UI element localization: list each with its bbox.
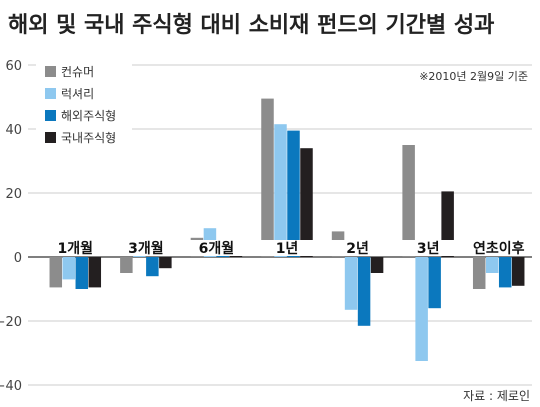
category-label-bg <box>45 240 106 256</box>
legend-swatch <box>45 88 56 99</box>
bar-컨슈머-1개월 <box>49 257 63 288</box>
category-label-bg <box>257 240 317 256</box>
legend-label: 해외주식형 <box>61 109 116 123</box>
chart-source: 자료 : 제로인 <box>463 389 530 403</box>
bar-국내주식형-연초이후 <box>511 257 525 286</box>
bar-국내주식형-1개월 <box>88 257 102 288</box>
category-label-bg <box>115 240 176 256</box>
bar-해외주식형-1년 <box>287 130 300 257</box>
bar-럭셔리-3년 <box>415 257 428 361</box>
category-labels: 1개월 3개월 6개월 1년 2년 3년 연초이후 <box>45 240 529 257</box>
legend-swatch <box>45 132 56 143</box>
y-tick-label: 0 <box>14 251 22 266</box>
legend-swatch <box>45 66 56 77</box>
category-label-bg <box>398 240 459 256</box>
bar-국내주식형-2년 <box>370 257 384 273</box>
y-tick-label: 60 <box>5 59 22 74</box>
category-label: 연초이후 <box>473 240 525 257</box>
category-label: 1년 <box>276 241 299 257</box>
legend-label: 국내주식형 <box>61 131 116 145</box>
category-label: 1개월 <box>58 240 94 257</box>
category-label: 3개월 <box>128 240 164 257</box>
bar-해외주식형-3개월 <box>146 257 159 277</box>
y-tick-label: −40 <box>0 379 22 394</box>
bar-럭셔리-1개월 <box>62 257 76 280</box>
chart-note: ※2010년 2월9일 기준 <box>419 69 528 83</box>
legend-label: 럭셔리 <box>61 87 94 101</box>
category-label: 3년 <box>417 241 440 257</box>
y-tick-label: 20 <box>5 187 22 202</box>
bar-해외주식형-2년 <box>357 257 371 326</box>
category-label-bg <box>327 240 388 256</box>
bar-컨슈머-1년 <box>261 98 274 257</box>
bar-국내주식형-1년 <box>300 148 313 257</box>
category-label: 6개월 <box>199 240 235 257</box>
legend-swatch <box>45 110 56 121</box>
bar-컨슈머-3년 <box>402 145 415 257</box>
y-tick-label: −20 <box>0 315 22 330</box>
bar-럭셔리-연초이후 <box>485 257 499 273</box>
chart-title: 해외 및 국내 주식형 대비 소비재 펀드의 기간별 성과 <box>8 13 494 38</box>
bar-럭셔리-1년 <box>274 124 287 257</box>
bar-해외주식형-연초이후 <box>498 257 512 288</box>
bar-컨슈머-3개월 <box>120 257 133 273</box>
bars <box>49 98 525 361</box>
bar-럭셔리-2년 <box>344 257 358 310</box>
category-label: 2년 <box>346 241 369 257</box>
legend-label: 컨슈머 <box>61 65 94 79</box>
category-label-bg <box>186 240 247 256</box>
category-label-bg <box>468 240 529 256</box>
y-axis: 60 40 20 0 −20 −40 <box>0 59 22 394</box>
y-tick-label: 40 <box>5 123 22 138</box>
bar-해외주식형-3년 <box>428 257 441 309</box>
bar-국내주식형-3개월 <box>159 257 172 269</box>
bar-해외주식형-1개월 <box>75 257 89 289</box>
bar-컨슈머-연초이후 <box>472 257 486 289</box>
